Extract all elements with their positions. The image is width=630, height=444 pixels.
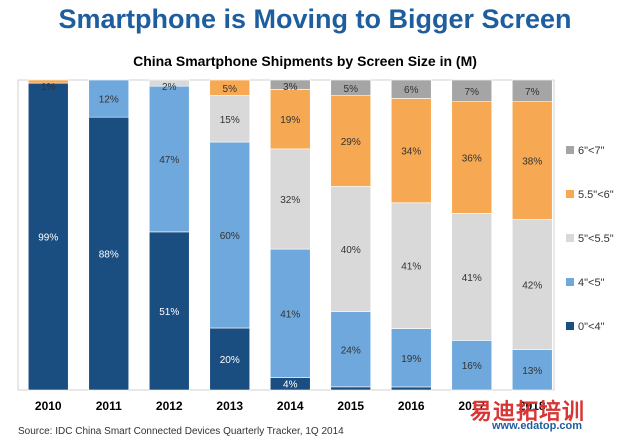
bar-segment-5.5-6-2010 xyxy=(27,79,69,84)
category-label-2012: 2012 xyxy=(156,399,183,413)
data-label-5-5.5-2015: 40% xyxy=(341,245,361,256)
category-label-2014: 2014 xyxy=(277,399,304,413)
data-label-4-5-2015: 24% xyxy=(341,345,361,356)
legend-label-0-4: 0"<4" xyxy=(578,321,605,333)
bar-segment-5.5-6-2017 xyxy=(451,101,493,214)
watermark-logo: 易迪拓培训 xyxy=(470,400,586,425)
data-label-6-7-2014: 3% xyxy=(283,82,298,93)
bar-segment-6-7-2015 xyxy=(330,79,372,96)
data-label-4-5-2017: 16% xyxy=(462,361,482,372)
data-label-4-5-2013: 60% xyxy=(220,231,240,242)
data-label-5.5-6-2015: 29% xyxy=(341,137,361,148)
bar-segment-6-7-2018 xyxy=(511,79,553,103)
bar-segment-5-5.5-2017 xyxy=(451,213,493,341)
data-label-5-5.5-2014: 32% xyxy=(280,195,300,206)
bar-segment-6-7-2016 xyxy=(390,79,432,99)
chart-title: China Smartphone Shipments by Screen Siz… xyxy=(133,53,477,69)
bar-segment-4-5-2015 xyxy=(330,311,372,388)
bar-segment-5.5-6-2018 xyxy=(511,101,553,220)
category-label-2016: 2016 xyxy=(398,399,425,413)
bar-segment-6-7-2014 xyxy=(269,79,311,90)
category-label-2013: 2013 xyxy=(216,399,243,413)
data-label-6-7-2016: 6% xyxy=(404,85,419,96)
legend-swatch-5-5.5 xyxy=(566,234,574,242)
chart-legend: 6"<7" 5.5"<6" 5"<5.5" 4"<5" 0"<4" xyxy=(566,145,614,333)
data-label-6-7-2018: 7% xyxy=(525,87,540,98)
bar-segment-5.5-6-2015 xyxy=(330,95,372,187)
data-label-5.5-6-2010: 1% xyxy=(41,82,56,93)
data-label-5.5-6-2017: 36% xyxy=(462,154,482,165)
data-label-0-4-2011: 88% xyxy=(99,250,119,261)
bar-segment-4-5-2017 xyxy=(451,340,493,391)
bar-segment-5-5.5-2014 xyxy=(269,148,311,250)
legend-label-5-5.5: 5"<5.5" xyxy=(578,233,614,245)
bar-segment-5.5-6-2013 xyxy=(209,79,251,96)
data-label-5-5.5-2013: 15% xyxy=(220,115,240,126)
watermark-url: www.edatop.com xyxy=(492,420,583,432)
bar-segment-0-4-2013 xyxy=(209,327,251,391)
category-label-2010: 2010 xyxy=(35,399,62,413)
bar-segment-0-4-2010 xyxy=(27,82,69,391)
bars-group: 99% 1% 88% 12% 51% 47% 2% 20% 60% 15% 5% 4% 41% 32% 19… xyxy=(27,79,553,400)
data-label-0-4-2010: 99% xyxy=(38,233,58,244)
legend-swatch-4-5 xyxy=(566,278,574,286)
data-label-5-5.5-2018: 42% xyxy=(522,281,542,292)
data-label-4-5-2018: 13% xyxy=(522,366,542,377)
legend-swatch-5.5-6 xyxy=(566,190,574,198)
data-label-5.5-6-2013: 5% xyxy=(223,84,238,95)
bar-segment-6-7-2017 xyxy=(451,79,493,103)
bar-segment-5-5.5-2016 xyxy=(390,202,432,329)
page-headline: Smartphone is Moving to Bigger Screen xyxy=(58,4,572,34)
data-label-4-5-2012: 47% xyxy=(159,155,179,166)
category-label-2011: 2011 xyxy=(96,399,122,413)
data-label-0-4-2014: 4% xyxy=(283,380,298,391)
data-label-5.5-6-2016: 34% xyxy=(401,147,421,158)
legend-label-4-5: 4"<5" xyxy=(578,277,605,289)
bar-segment-5.5-6-2016 xyxy=(390,98,432,204)
source-note: Source: IDC China Smart Connected Device… xyxy=(18,426,344,437)
data-label-5-5.5-2012: 2% xyxy=(162,82,177,93)
category-labels: 2010 2011 2012 2013 2014 2015 2016 2017 2018 xyxy=(35,399,546,413)
data-label-0-4-2016: 1% xyxy=(404,389,419,400)
bar-segment-4-5-2016 xyxy=(390,328,432,388)
data-label-0-4-2015: 1% xyxy=(344,389,359,400)
bar-segment-5-5.5-2012 xyxy=(148,79,190,87)
bar-segment-5.5-6-2014 xyxy=(269,89,311,150)
bar-segment-4-5-2014 xyxy=(269,248,311,378)
bar-segment-5-5.5-2015 xyxy=(330,186,372,313)
bar-segment-0-4-2011 xyxy=(88,116,130,391)
data-label-4-5-2016: 19% xyxy=(401,354,421,365)
bar-segment-4-5-2012 xyxy=(148,85,190,233)
data-label-6-7-2017: 7% xyxy=(465,87,480,98)
legend-label-5.5-6: 5.5"<6" xyxy=(578,189,614,201)
bar-segment-4-5-2013 xyxy=(209,141,251,329)
data-label-6-7-2015: 5% xyxy=(344,84,359,95)
category-label-2017: 2017 xyxy=(458,399,485,413)
data-label-5-5.5-2017: 41% xyxy=(462,273,482,284)
category-label-2015: 2015 xyxy=(337,399,364,413)
data-label-0-4-2012: 51% xyxy=(159,307,179,318)
bar-segment-4-5-2018 xyxy=(511,349,553,391)
legend-swatch-6-7 xyxy=(566,146,574,154)
data-label-5-5.5-2016: 41% xyxy=(401,262,421,273)
data-label-5.5-6-2018: 38% xyxy=(522,157,542,168)
legend-swatch-0-4 xyxy=(566,322,574,330)
bar-segment-4-5-2011 xyxy=(88,79,130,118)
data-label-0-4-2013: 20% xyxy=(220,355,240,366)
legend-label-6-7: 6"<7" xyxy=(578,145,605,157)
data-label-4-5-2011: 12% xyxy=(99,95,119,106)
category-label-2018: 2018 xyxy=(519,399,546,413)
data-label-4-5-2014: 41% xyxy=(280,309,300,320)
data-label-5.5-6-2014: 19% xyxy=(280,115,300,126)
bar-segment-5-5.5-2013 xyxy=(209,95,251,143)
